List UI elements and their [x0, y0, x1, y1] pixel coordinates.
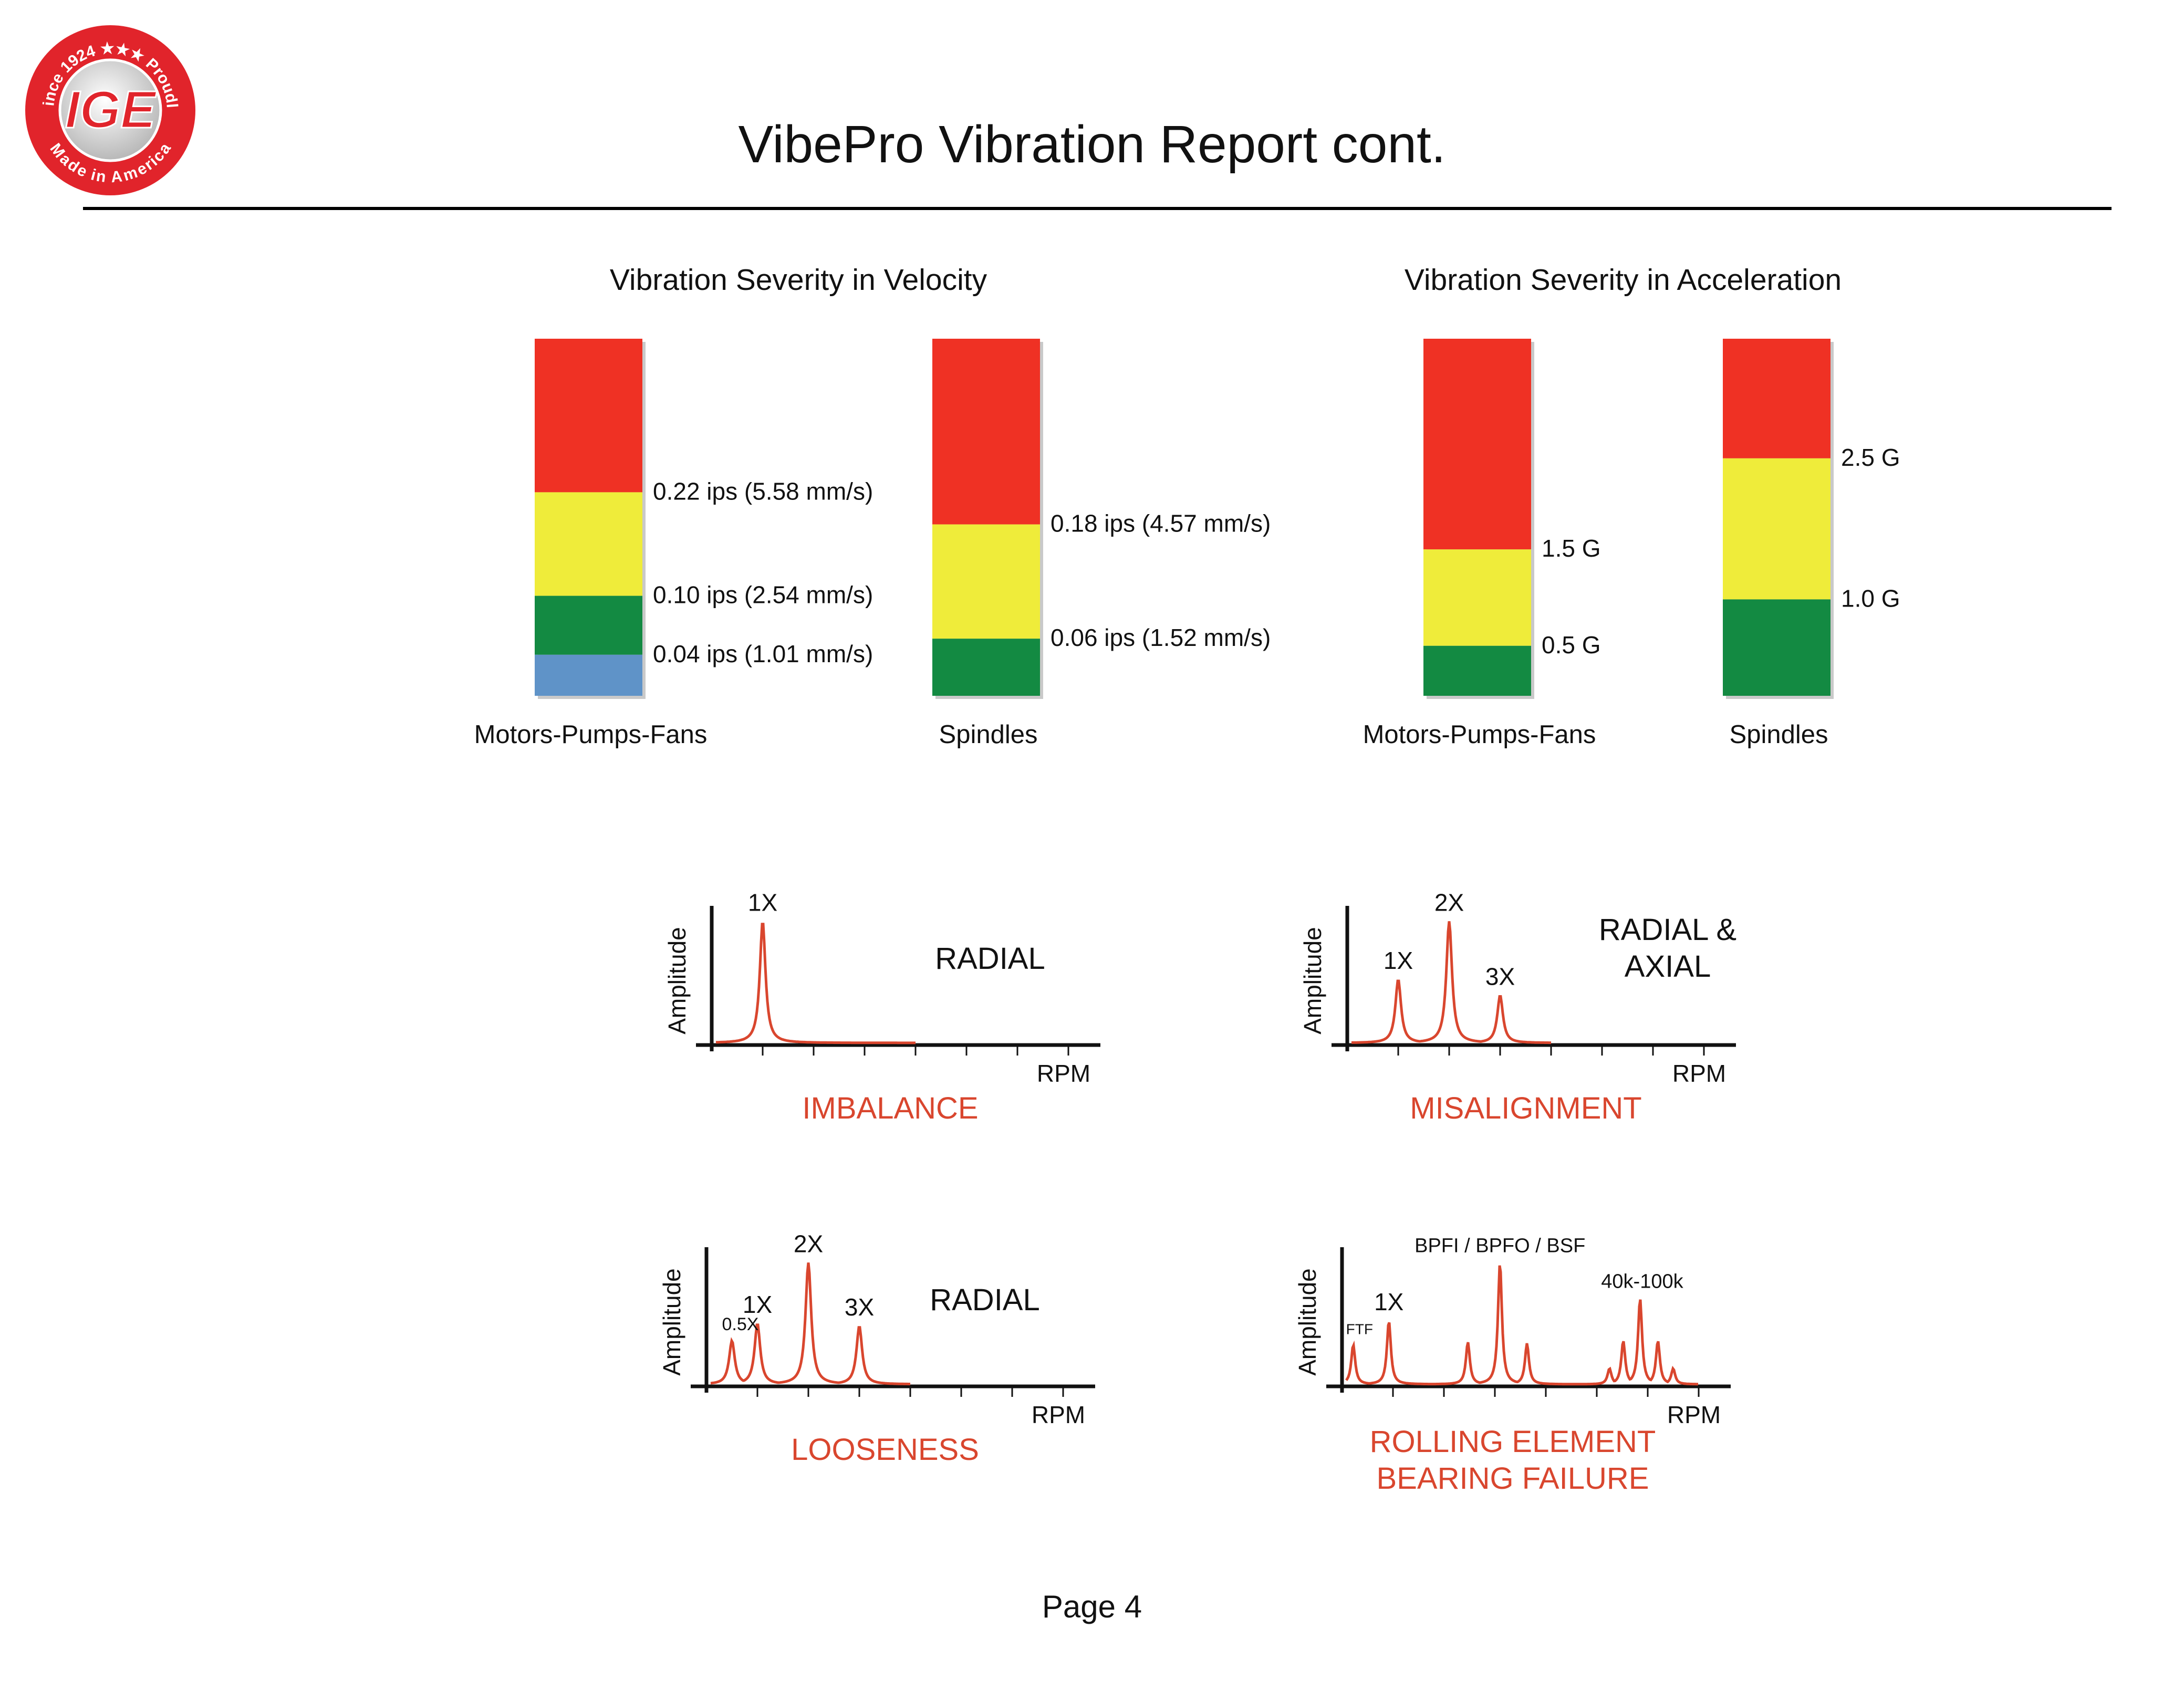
direction-label: AXIAL	[1625, 949, 1711, 984]
peak-label: 3X	[1485, 963, 1515, 990]
spectrum-trace	[1351, 921, 1551, 1045]
bar-caption: Spindles	[1730, 720, 1828, 749]
fault-name: MISALIGNMENT	[1410, 1091, 1642, 1125]
threshold-label: 2.5 G	[1841, 444, 1900, 471]
severity-chart-title: Vibration Severity in Velocity	[610, 263, 987, 297]
peak-label: 0.5X	[722, 1314, 759, 1334]
fault-name: IMBALANCE	[802, 1091, 978, 1125]
severity-zone	[1423, 339, 1531, 550]
severity-zone	[535, 596, 642, 655]
severity-zone	[1723, 458, 1831, 600]
amplitude-axis-label: Amplitude	[658, 1268, 685, 1376]
spectrum-imbalance: Amplitude RPM 1X RADIAL IMBALANCE	[663, 889, 1100, 1125]
severity-chart-title: Vibration Severity in Acceleration	[1405, 263, 1842, 297]
severity-zone	[932, 339, 1040, 525]
threshold-label: 0.5 G	[1542, 631, 1601, 659]
severity-zone	[932, 639, 1040, 696]
amplitude-axis-label: Amplitude	[663, 927, 691, 1035]
amplitude-axis-label: Amplitude	[1294, 1268, 1321, 1376]
rpm-axis-label: RPM	[1667, 1401, 1721, 1428]
spectrum-misalignment: Amplitude RPM 1X 2X 3X RADIAL &AXIAL MISALIGNM…	[1299, 889, 1736, 1125]
threshold-label: 1.5 G	[1542, 535, 1601, 562]
peak-label: 3X	[845, 1293, 874, 1321]
peak-label: 1X	[748, 889, 777, 916]
threshold-label: 0.06 ips (1.52 mm/s)	[1051, 624, 1271, 651]
threshold-label: 0.10 ips (2.54 mm/s)	[653, 581, 873, 609]
severity-zone	[535, 654, 642, 696]
rpm-axis-label: RPM	[1672, 1060, 1726, 1087]
threshold-label: 0.04 ips (1.01 mm/s)	[653, 640, 873, 667]
peak-label: FTF	[1346, 1321, 1373, 1337]
header-divider	[83, 207, 2112, 210]
bar-caption: Motors-Pumps-Fans	[474, 720, 708, 749]
amplitude-axis-label: Amplitude	[1299, 927, 1326, 1035]
severity-zone	[535, 492, 642, 596]
threshold-label: 0.22 ips (5.58 mm/s)	[653, 477, 873, 505]
peak-label: 2X	[1434, 889, 1464, 916]
severity-zone	[1723, 599, 1831, 696]
spectrum-trace	[1345, 1265, 1698, 1386]
spectrum-trace	[710, 1262, 910, 1385]
peak-label: 40k-100k	[1601, 1270, 1683, 1292]
severity-charts: Vibration Severity in Velocity 0.22 ips (…	[474, 263, 1900, 749]
peak-label: 1X	[743, 1291, 772, 1318]
ige-logo: Since 1924 ★★★ Proudly Made in America I…	[21, 21, 195, 195]
peak-label: BPFI / BPFO / BSF	[1415, 1235, 1585, 1257]
peak-label: 1X	[1384, 947, 1413, 974]
threshold-label: 1.0 G	[1841, 584, 1900, 612]
severity-zone	[1423, 549, 1531, 646]
severity-zone	[1423, 645, 1531, 696]
fault-spectra: Amplitude RPM 1X RADIAL IMBALANCE Amplitude RP…	[658, 889, 1736, 1496]
page-number: Page 4	[1042, 1589, 1142, 1624]
direction-label: RADIAL &	[1599, 913, 1736, 947]
spectrum-trace	[715, 923, 916, 1045]
severity-zone	[932, 524, 1040, 639]
bar-caption: Spindles	[939, 720, 1038, 749]
fault-name: ROLLING ELEMENT	[1370, 1425, 1656, 1459]
severity-zone	[535, 339, 642, 493]
direction-label: RADIAL	[930, 1283, 1040, 1317]
fault-name: LOOSENESS	[791, 1433, 979, 1467]
peak-label: 1X	[1374, 1288, 1403, 1315]
direction-label: RADIAL	[935, 942, 1045, 976]
peak-label: 2X	[794, 1230, 823, 1257]
fault-name: BEARING FAILURE	[1377, 1461, 1649, 1496]
threshold-label: 0.18 ips (4.57 mm/s)	[1051, 510, 1271, 537]
page-title: VibePro Vibration Report cont.	[738, 115, 1446, 174]
rpm-axis-label: RPM	[1032, 1401, 1085, 1428]
bar-caption: Motors-Pumps-Fans	[1363, 720, 1596, 749]
severity-zone	[1723, 339, 1831, 458]
rpm-axis-label: RPM	[1037, 1060, 1090, 1087]
logo-text: IGE	[65, 80, 158, 139]
